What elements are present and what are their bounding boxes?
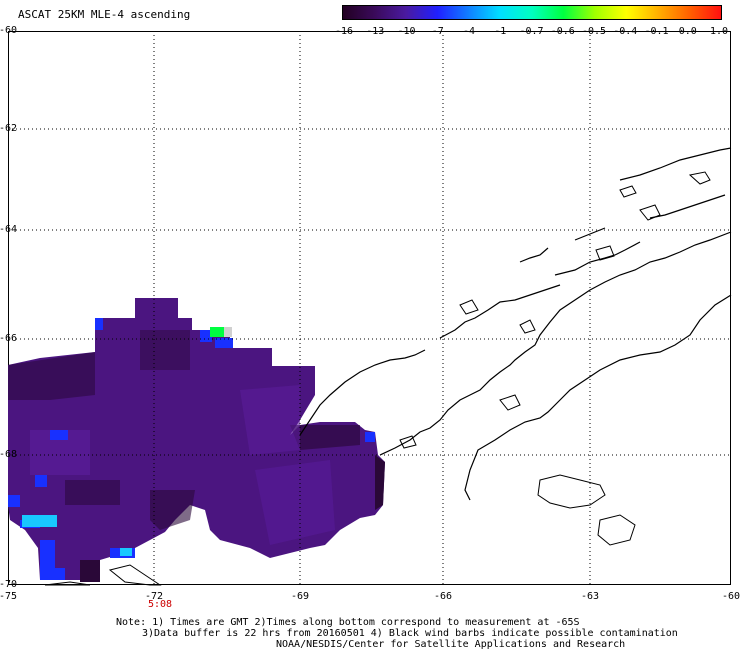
note-line-3: NOAA/NESDIS/Center for Satellite Applica…: [276, 639, 626, 650]
lon-label: -60: [721, 591, 740, 602]
blue-pixel: [8, 495, 20, 507]
island-outline: [519, 319, 536, 334]
figure-title: ASCAT 25KM MLE-4 ascending: [18, 8, 191, 21]
lon-label: -63: [580, 591, 600, 602]
lat-label: -64: [0, 224, 18, 235]
time-label: 5:08: [148, 599, 173, 610]
dark-patch: [8, 352, 95, 400]
island-outline: [688, 171, 711, 185]
island-outline: [399, 435, 417, 449]
lon-label: -75: [0, 591, 18, 602]
island-outline: [619, 185, 637, 198]
cyan-pixel: [120, 548, 132, 556]
island-outline: [459, 299, 479, 315]
violet-patch: [30, 430, 90, 475]
coastline: [379, 231, 732, 456]
cyan-pixel: [22, 515, 57, 527]
blue-pixel: [40, 540, 55, 570]
lat-label: -66: [0, 333, 18, 344]
violet-patch: [255, 460, 335, 545]
island-outline: [639, 204, 661, 221]
dark-patch: [65, 480, 120, 505]
coastline: [464, 294, 732, 501]
coastline: [299, 349, 426, 436]
lon-label: -69: [290, 591, 310, 602]
blue-pixel: [40, 568, 65, 580]
coastline: [574, 227, 606, 241]
lon-label: -72: [144, 591, 164, 602]
island-outline: [537, 474, 606, 509]
coastline: [439, 284, 561, 339]
coastline: [649, 194, 726, 219]
lat-label: -70: [0, 579, 18, 590]
dark-patch: [80, 560, 100, 582]
dark-patch: [375, 455, 385, 510]
dark-patch: [150, 490, 195, 530]
lat-label: -60: [0, 25, 18, 36]
coastline: [619, 147, 732, 181]
island-outline: [108, 564, 162, 586]
green-pixel: [210, 327, 224, 337]
coastline: [519, 247, 549, 263]
colorbar: [342, 5, 722, 20]
island-outline: [44, 581, 91, 586]
note-line-1: Note: 1) Times are GMT 2)Times along bot…: [116, 617, 580, 628]
gray-pixel: [224, 327, 232, 337]
blue-pixel: [35, 475, 47, 487]
coastline: [554, 241, 641, 276]
blue-pixel: [215, 338, 233, 348]
lat-label: -62: [0, 123, 18, 134]
island-outline: [597, 514, 636, 546]
blue-pixel: [50, 430, 68, 440]
note-line-2: 3)Data buffer is 22 hrs from 20160501 4)…: [142, 628, 678, 639]
map-frame: [8, 31, 731, 585]
dark-patch: [290, 425, 360, 450]
lat-label: -68: [0, 449, 18, 460]
island-outline: [595, 245, 615, 261]
violet-patch: [240, 385, 300, 455]
island-outline: [499, 394, 521, 411]
dark-patch: [140, 330, 190, 370]
blue-pixel: [365, 432, 375, 442]
blue-pixel: [95, 318, 103, 330]
lon-label: -66: [433, 591, 453, 602]
